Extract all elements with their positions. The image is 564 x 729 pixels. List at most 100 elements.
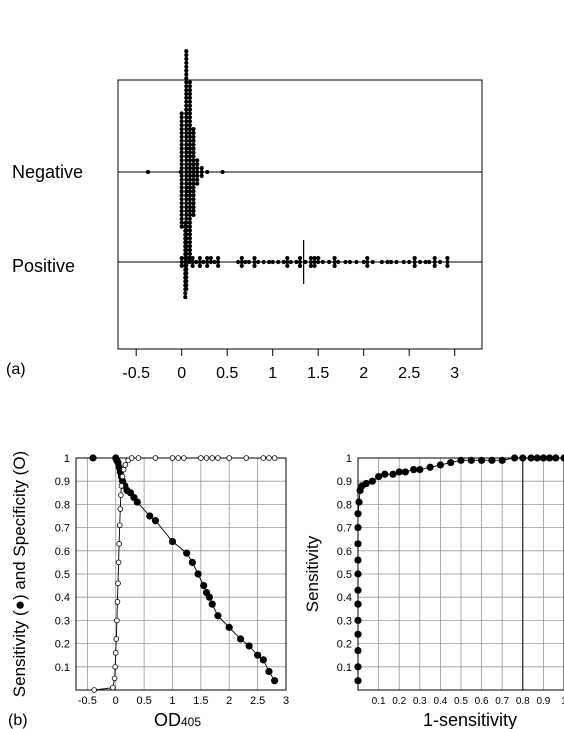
negative-dot [191, 205, 196, 210]
sensitivity-point [527, 454, 535, 462]
positive-dot [205, 256, 210, 261]
positive-dot [183, 275, 188, 280]
negative-dot [187, 134, 192, 139]
sensitivity-point [259, 656, 267, 664]
negative-dot [191, 154, 196, 159]
positive-dot [216, 263, 221, 268]
x-tick-label: 3 [283, 695, 289, 707]
sensitivity-point [354, 646, 362, 655]
sensitivity-point [225, 623, 233, 631]
positive-dot [379, 259, 384, 265]
negative-dot [187, 123, 192, 128]
positive-dot [365, 256, 370, 261]
y-tick-label: 0.8 [55, 499, 70, 511]
negative-dot [187, 216, 192, 221]
positive-dot [361, 259, 366, 265]
sensitivity-point [355, 498, 363, 506]
x-tick-label: 0.7 [495, 696, 509, 707]
specificity-point [114, 599, 121, 605]
negative-dot [179, 119, 184, 124]
positive-dot [332, 256, 337, 261]
negative-dot [179, 216, 184, 221]
negative-dot [191, 158, 196, 163]
negative-dot [184, 99, 189, 104]
y-tick-label: 1 [64, 453, 70, 465]
x-tick-label: 0 [113, 695, 119, 707]
positive-dot [256, 259, 261, 265]
positive-dot [312, 259, 317, 265]
negative-dot [191, 130, 196, 136]
negative-dot [191, 166, 196, 171]
x-tick-label: 0.2 [392, 696, 406, 707]
positive-dot [183, 295, 188, 300]
negative-dot [187, 88, 192, 93]
negative-dot [179, 177, 184, 182]
positive-dot [297, 263, 303, 268]
sensitivity-point [436, 461, 444, 469]
specificity-point [135, 455, 142, 461]
positive-dot [297, 256, 303, 261]
negative-dot [187, 181, 192, 186]
sensitivity-point [389, 470, 397, 478]
y-tick-label: 0.6 [55, 546, 70, 558]
negative-dot [187, 189, 192, 194]
sensitivity-point [457, 456, 465, 464]
negative-dot [191, 193, 196, 198]
series [89, 454, 279, 693]
x-tick-label: 2.5 [250, 695, 265, 707]
specificity-point [111, 675, 118, 682]
negative-dot [184, 154, 189, 159]
negative-dot [187, 162, 192, 167]
y-tick-label: 0.2 [337, 639, 352, 651]
sensitivity-point [510, 454, 519, 462]
positive-dot [308, 256, 313, 261]
row-label-negative: Negative [12, 162, 83, 182]
negative-dot [191, 134, 196, 139]
negative-dot [195, 158, 200, 163]
negative-dot [184, 169, 189, 175]
negative-dot [205, 169, 210, 175]
specificity-point [112, 663, 118, 670]
specificity-point [119, 473, 126, 480]
negative-dot [187, 173, 192, 178]
sensitivity-point [205, 593, 213, 601]
positive-dot [336, 259, 341, 265]
specificity-point [198, 455, 204, 461]
sensitivity-point [194, 570, 202, 578]
negative-dot [184, 181, 189, 186]
negative-dot [184, 49, 189, 54]
sensitivity-point [271, 677, 279, 685]
positive-dot [332, 263, 337, 268]
positive-dot [354, 259, 359, 265]
y-tick-label: 0.1 [337, 662, 352, 674]
negative-dot [184, 177, 189, 182]
positive-dot [186, 259, 192, 265]
negative-dot [179, 197, 184, 202]
positive-dot [432, 263, 437, 268]
y-axis-label: Sensitivity (●) and Specificity (O) [10, 451, 29, 697]
negative-dot [184, 166, 189, 171]
negative-dot [184, 201, 189, 206]
sensitivity-point [354, 616, 362, 625]
negative-dot [184, 107, 189, 112]
positive-dot [394, 259, 399, 265]
sensitivity-point [151, 517, 160, 525]
negative-dot [187, 80, 192, 85]
negative-dot [195, 173, 200, 178]
negative-dot [187, 169, 192, 175]
positive-dot [183, 271, 188, 276]
x-tick-label: 2 [226, 695, 232, 707]
x-axis-label: 1-sensitivity [423, 710, 517, 729]
positive-dot [412, 259, 417, 265]
negative-dot [187, 208, 192, 214]
positive-dot [385, 259, 390, 265]
positive-dot [183, 287, 188, 292]
positive-dot [205, 259, 210, 265]
positive-dot [197, 259, 202, 265]
positive-dot [179, 263, 184, 268]
specificity-point [128, 455, 135, 461]
sensitivity-point [183, 549, 191, 557]
specificity-point [209, 455, 216, 461]
positive-dot [423, 259, 428, 265]
